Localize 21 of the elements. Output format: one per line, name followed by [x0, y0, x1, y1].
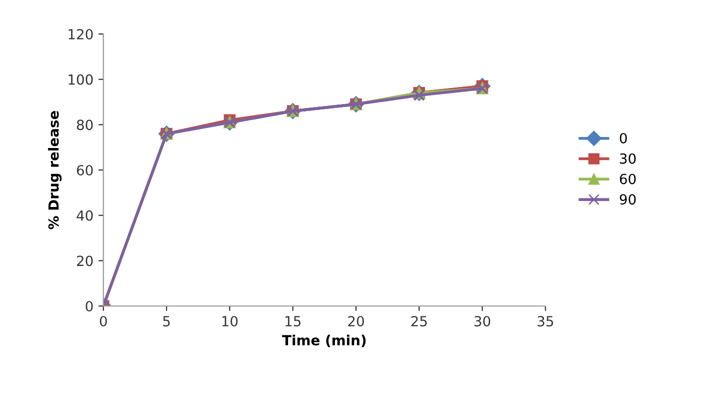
- y-tick-label: 40: [76, 210, 93, 221]
- x-tick-label: 25: [411, 316, 427, 326]
- legend-label: 30: [620, 153, 636, 164]
- x-tick-label: 10: [222, 316, 238, 326]
- legend-label: 0: [620, 132, 627, 144]
- x-tick-label: 30: [474, 316, 490, 326]
- x-tick-label: 20: [348, 316, 364, 326]
- x-tick-label: 35: [538, 316, 554, 326]
- y-tick-label: 100: [68, 74, 93, 85]
- legend-label: 60: [620, 174, 636, 184]
- x-axis-title: Time (min): [282, 334, 366, 348]
- y-tick-label: 20: [77, 256, 93, 266]
- y-tick-label: 0: [86, 300, 93, 312]
- x-tick-label: 15: [286, 316, 300, 326]
- y-tick-label: 60: [76, 164, 93, 176]
- legend-label: 90: [620, 194, 636, 205]
- y-tick-label: 120: [68, 28, 93, 40]
- y-tick-label: 80: [76, 120, 93, 130]
- x-tick-label: 5: [163, 316, 170, 326]
- x-tick-label: 0: [100, 316, 107, 326]
- y-axis-title: % Drug release: [48, 111, 62, 230]
